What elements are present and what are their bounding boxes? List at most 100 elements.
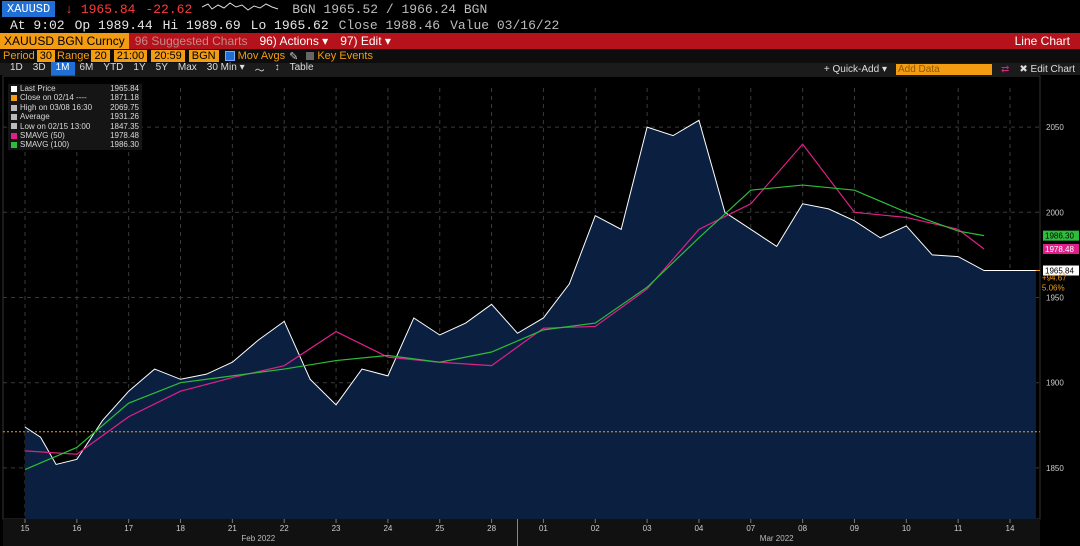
tab-3[interactable]: 6M	[79, 61, 94, 73]
suggested-charts-button[interactable]: 96 Suggested Charts	[134, 34, 248, 48]
period-bar: Period 30 Range 20 21:00 20:59 BGN Mov A…	[0, 49, 1080, 63]
last-price-badge: 1965.84	[1045, 267, 1074, 276]
tab-11[interactable]: Table	[289, 61, 314, 73]
legend-swatch	[11, 113, 17, 120]
smavg50-badge-bg	[1043, 243, 1079, 254]
edit-menu[interactable]: 97) Edit ▾	[340, 34, 391, 48]
legend-swatch	[11, 132, 17, 139]
x-tick-label: 15	[21, 524, 30, 533]
legend-swatch	[11, 123, 17, 130]
legend-value: 1847.35	[110, 121, 139, 131]
quote-time: At 9:02	[10, 17, 65, 33]
month-label: Mar 2022	[760, 534, 794, 543]
tab-7[interactable]: Max	[177, 61, 197, 73]
x-tick-label: 09	[850, 524, 859, 533]
menu-bar: XAUUSD BGN Curncy 96 Suggested Charts 96…	[0, 33, 1080, 49]
legend-swatch	[11, 95, 17, 102]
pencil-icon[interactable]: ✎	[289, 50, 299, 63]
legend-value: 1871.18	[110, 93, 139, 103]
ticker-label[interactable]: XAUUSD	[2, 1, 56, 17]
legend-label: SMAVG (50)	[20, 131, 65, 141]
ohlc-line: At 9:02 Op 1989.44 Hi 1989.69 Lo 1965.62…	[0, 17, 1080, 33]
expand-icon[interactable]: ⇄	[1000, 63, 1010, 75]
legend-item: Low on 02/15 13:00 1847.35	[8, 122, 142, 131]
legend-item: High on 03/08 16:30 2069.75	[8, 103, 142, 112]
legend-swatch	[11, 85, 17, 92]
high-value: Hi 1989.69	[162, 17, 241, 33]
tab-0[interactable]: 1D	[10, 61, 23, 73]
smavg50-badge: 1978.48	[1045, 245, 1074, 254]
key-events-toggle[interactable]: Key Events	[306, 50, 373, 62]
tab-4[interactable]: YTD	[103, 61, 124, 73]
legend-label: Average	[20, 112, 50, 122]
security-field[interactable]: XAUUSD BGN Curncy	[0, 33, 129, 49]
legend-label: High on 03/08 16:30	[20, 102, 93, 112]
legend-label: Last Price	[20, 84, 56, 93]
x-tick-label: 22	[280, 524, 289, 533]
x-tick-label: 28	[487, 524, 496, 533]
value-date: Value 03/16/22	[450, 17, 560, 33]
legend-swatch	[11, 104, 17, 111]
legend-item: Average 1931.26	[8, 112, 142, 121]
legend-swatch	[11, 142, 17, 149]
price-change: -22.62	[145, 1, 193, 17]
month-label: Feb 2022	[241, 534, 275, 543]
tab-2[interactable]: 1M	[50, 61, 75, 77]
legend-item: Last Price 1965.84	[8, 84, 142, 93]
x-tick-label: 11	[954, 524, 963, 533]
x-tick-label: 18	[176, 524, 185, 533]
x-tick-label: 03	[643, 524, 652, 533]
y-tick-label: 1850	[1046, 464, 1064, 473]
legend-value: 2069.75	[110, 102, 139, 112]
last-price-badge-bg	[1043, 265, 1079, 276]
legend-value: 1965.84	[110, 84, 139, 93]
series-line-1	[24, 143, 985, 455]
x-tick-label: 07	[746, 524, 755, 533]
sparkline-icon	[202, 1, 282, 17]
actions-menu[interactable]: 96) Actions ▾	[259, 34, 329, 48]
x-tick-label: 24	[383, 524, 392, 533]
source-input[interactable]: BGN	[188, 50, 219, 62]
tab-5[interactable]: 1Y	[133, 61, 146, 73]
tab-bar: 1D 3D 1M 6M YTD 1Y 5Y Max 30 Min ▾ 〜 ↕ Table + Quic…	[0, 61, 1080, 77]
legend-label: SMAVG (100)	[20, 140, 70, 150]
smavg100-badge-bg	[1043, 230, 1079, 241]
tab-1[interactable]: 3D	[32, 61, 46, 73]
x-tick-label: 23	[332, 524, 341, 533]
x-tick-label: 10	[902, 524, 911, 533]
quote-header: XAUUSD ↓ 1965.84 -22.62 BGN 1965.52 / 19…	[0, 0, 1080, 18]
mov-avgs-toggle[interactable]: Mov Avgs	[224, 50, 286, 62]
x-tick-label: 14	[1006, 524, 1015, 533]
x-tick-label: 21	[228, 524, 237, 533]
x-axis-band	[3, 519, 1040, 546]
time-to-input[interactable]: 20:59	[151, 50, 185, 62]
period-input[interactable]: 30	[36, 50, 56, 62]
tab-6[interactable]: 5Y	[155, 61, 168, 73]
open-value: Op 1989.44	[74, 17, 153, 33]
legend-label: Close on 02/14 ----	[20, 93, 87, 103]
tab-9[interactable]: 〜	[254, 65, 265, 77]
legend-item: SMAVG (100) 1986.30	[8, 140, 142, 149]
x-tick-label: 08	[798, 524, 807, 533]
chart-type-label[interactable]: Line Chart	[1014, 34, 1070, 48]
tab-10[interactable]: ↕	[274, 61, 280, 73]
legend-value: 1986.30	[110, 140, 139, 150]
legend-value: 1978.48	[110, 131, 139, 141]
change-label: +94.67	[1042, 274, 1067, 283]
range-input[interactable]: 20	[91, 50, 110, 62]
y-tick-label: 2050	[1046, 123, 1064, 132]
edit-chart-button[interactable]: ✖ Edit Chart	[1019, 63, 1075, 75]
legend-item: SMAVG (50) 1978.48	[8, 131, 142, 140]
add-data-input[interactable]: Add Data	[895, 63, 992, 75]
mov-avgs-label: Mov Avgs	[237, 50, 286, 62]
time-from-input[interactable]: 21:00	[113, 50, 148, 62]
legend: Last Price 1965.84 Close on 02/14 ---- 1871…	[8, 84, 142, 150]
x-tick-label: 16	[72, 524, 81, 533]
legend-value: 1931.26	[110, 112, 139, 122]
quick-add-button[interactable]: + Quick-Add ▾	[823, 63, 887, 75]
y-tick-label: 1900	[1046, 379, 1064, 388]
pct-label: 5.06%	[1042, 284, 1065, 293]
series-line-2	[24, 184, 985, 471]
tab-8[interactable]: 30 Min ▾	[206, 61, 245, 73]
